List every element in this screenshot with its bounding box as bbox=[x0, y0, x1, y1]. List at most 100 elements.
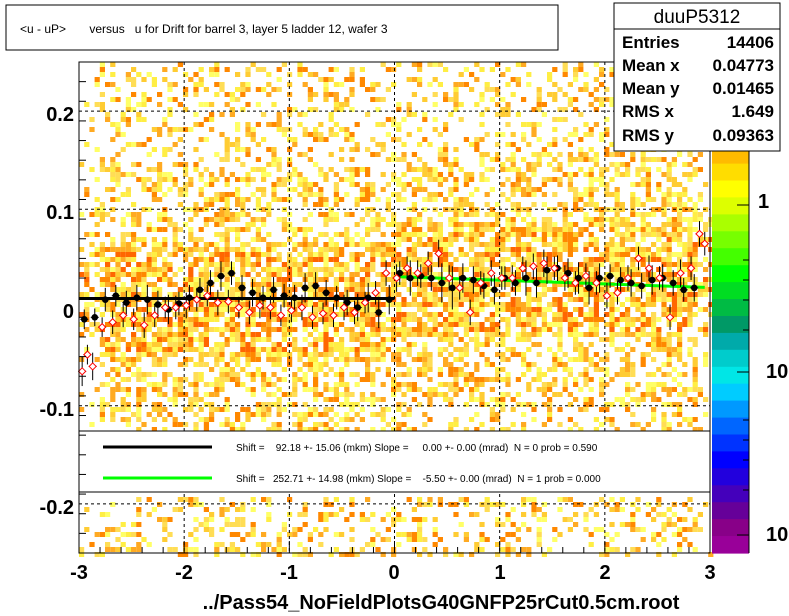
heatmap-cell bbox=[417, 372, 423, 377]
heatmap-cell bbox=[313, 357, 319, 362]
heatmap-cell bbox=[229, 92, 235, 97]
heatmap-cell bbox=[583, 382, 589, 387]
heatmap-cell bbox=[131, 142, 137, 147]
heatmap-cell bbox=[583, 407, 589, 412]
heatmap-cell bbox=[422, 242, 428, 247]
heatmap-cell bbox=[167, 347, 173, 352]
heatmap-cell bbox=[661, 197, 667, 202]
heatmap-cell bbox=[640, 217, 646, 222]
heatmap-cell bbox=[469, 202, 475, 207]
heatmap-cell bbox=[557, 237, 563, 242]
heatmap-cell bbox=[151, 147, 157, 152]
heatmap-cell bbox=[318, 542, 324, 547]
heatmap-cell bbox=[261, 532, 267, 537]
heatmap-cell bbox=[167, 107, 173, 112]
heatmap-cell bbox=[635, 287, 641, 292]
heatmap-cell bbox=[94, 212, 100, 217]
heatmap-cell bbox=[250, 127, 256, 132]
heatmap-cell bbox=[495, 102, 501, 107]
heatmap-cell bbox=[105, 342, 111, 347]
heatmap-cell bbox=[427, 282, 433, 287]
heatmap-cell bbox=[458, 102, 464, 107]
heatmap-cell bbox=[495, 327, 501, 332]
heatmap-cell bbox=[593, 257, 599, 262]
heatmap-cell bbox=[110, 417, 116, 422]
heatmap-cell bbox=[255, 367, 261, 372]
heatmap-cell bbox=[448, 332, 454, 337]
heatmap-cell bbox=[141, 237, 147, 242]
heatmap-cell bbox=[515, 112, 521, 117]
heatmap-cell bbox=[640, 302, 646, 307]
heatmap-cell bbox=[656, 187, 662, 192]
heatmap-cell bbox=[578, 292, 584, 297]
heatmap-cell bbox=[146, 252, 152, 257]
heatmap-cell bbox=[380, 347, 386, 352]
heatmap-cell bbox=[349, 372, 355, 377]
heatmap-cell bbox=[640, 392, 646, 397]
heatmap-cell bbox=[250, 252, 256, 257]
heatmap-cell bbox=[635, 297, 641, 302]
heatmap-cell bbox=[500, 247, 506, 252]
heatmap-cell bbox=[261, 407, 267, 412]
heatmap-cell bbox=[583, 527, 589, 532]
heatmap-cell bbox=[547, 217, 553, 222]
heatmap-cell bbox=[651, 197, 657, 202]
heatmap-cell bbox=[573, 97, 579, 102]
heatmap-cell bbox=[328, 237, 334, 242]
heatmap-cell bbox=[541, 242, 547, 247]
heatmap-cell bbox=[370, 392, 376, 397]
heatmap-cell bbox=[510, 302, 516, 307]
heatmap-cell bbox=[411, 167, 417, 172]
heatmap-cell bbox=[609, 312, 615, 317]
heatmap-cell bbox=[500, 272, 506, 277]
heatmap-cell bbox=[115, 277, 121, 282]
heatmap-cell bbox=[401, 422, 407, 427]
heatmap-cell bbox=[458, 212, 464, 217]
heatmap-cell bbox=[302, 262, 308, 267]
heatmap-cell bbox=[630, 152, 636, 157]
heatmap-cell bbox=[99, 312, 105, 317]
heatmap-cell bbox=[255, 227, 261, 232]
heatmap-cell bbox=[703, 257, 709, 262]
heatmap-cell bbox=[614, 167, 620, 172]
heatmap-cell bbox=[136, 547, 142, 552]
heatmap-cell bbox=[219, 332, 225, 337]
heatmap-cell bbox=[697, 152, 703, 157]
heatmap-cell bbox=[599, 367, 605, 372]
heatmap-cell bbox=[229, 357, 235, 362]
heatmap-cell bbox=[115, 332, 121, 337]
heatmap-cell bbox=[339, 322, 345, 327]
heatmap-cell bbox=[162, 77, 168, 82]
heatmap-cell bbox=[266, 72, 272, 77]
heatmap-cell bbox=[255, 237, 261, 242]
heatmap-cell bbox=[427, 497, 433, 502]
heatmap-cell bbox=[593, 512, 599, 517]
heatmap-cell bbox=[531, 362, 537, 367]
heatmap-cell bbox=[500, 377, 506, 382]
heatmap-cell bbox=[198, 342, 204, 347]
heatmap-cell bbox=[453, 347, 459, 352]
heatmap-cell bbox=[604, 247, 610, 252]
heatmap-cell bbox=[266, 517, 272, 522]
heatmap-cell bbox=[479, 157, 485, 162]
heatmap-cell bbox=[625, 407, 631, 412]
heatmap-cell bbox=[151, 192, 157, 197]
heatmap-cell bbox=[120, 337, 126, 342]
heatmap-cell bbox=[536, 312, 542, 317]
heatmap-cell bbox=[250, 387, 256, 392]
heatmap-cell bbox=[640, 277, 646, 282]
heatmap-cell bbox=[474, 237, 480, 242]
heatmap-cell bbox=[619, 397, 625, 402]
heatmap-cell bbox=[599, 182, 605, 187]
heatmap-cell bbox=[266, 232, 272, 237]
heatmap-cell bbox=[443, 177, 449, 182]
heatmap-cell bbox=[183, 127, 189, 132]
heatmap-cell bbox=[531, 497, 537, 502]
heatmap-cell bbox=[661, 347, 667, 352]
heatmap-cell bbox=[500, 522, 506, 527]
heatmap-cell bbox=[495, 62, 501, 67]
heatmap-cell bbox=[193, 337, 199, 342]
heatmap-cell bbox=[365, 377, 371, 382]
heatmap-cell bbox=[125, 322, 131, 327]
heatmap-cell bbox=[552, 192, 558, 197]
